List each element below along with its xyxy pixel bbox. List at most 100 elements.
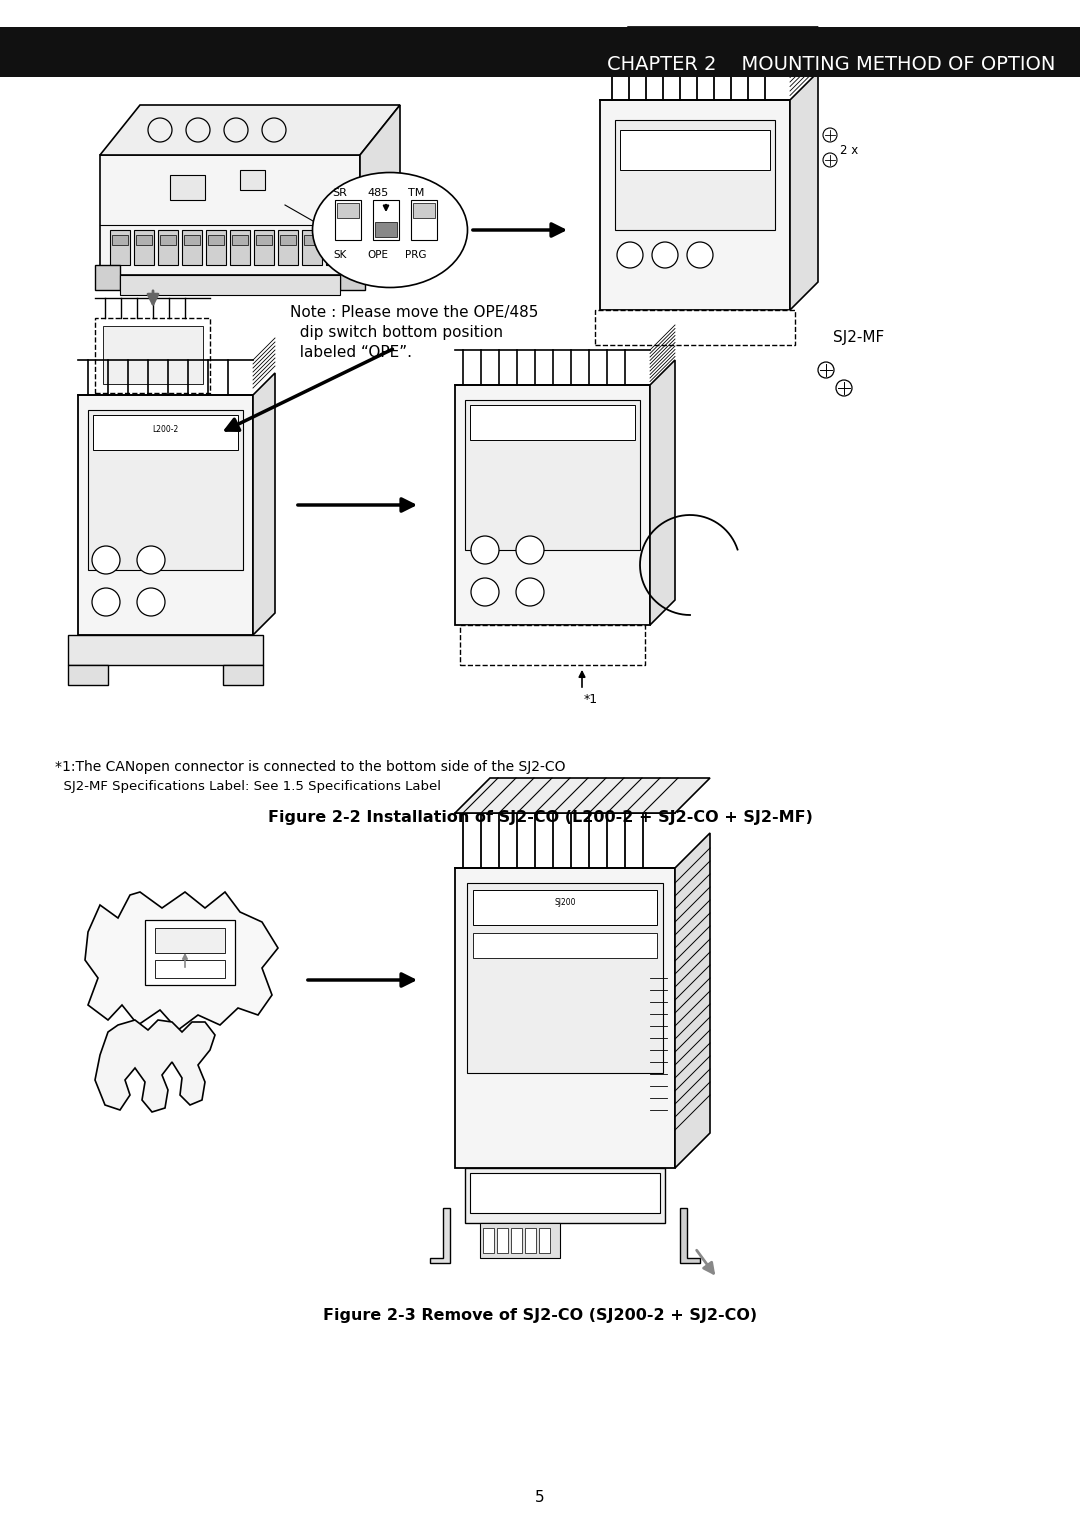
- Bar: [254, 231, 274, 264]
- Circle shape: [836, 380, 852, 396]
- Bar: [183, 231, 202, 264]
- Polygon shape: [78, 396, 253, 636]
- Circle shape: [687, 241, 713, 267]
- Bar: [160, 235, 176, 244]
- Text: SJ200: SJ200: [554, 898, 576, 908]
- Bar: [411, 200, 437, 240]
- Polygon shape: [650, 361, 675, 625]
- Bar: [326, 231, 346, 264]
- Polygon shape: [789, 72, 818, 310]
- Circle shape: [92, 588, 120, 616]
- Text: SK: SK: [334, 251, 347, 260]
- Bar: [470, 1174, 660, 1213]
- Bar: [413, 203, 435, 219]
- Text: Note : Please move the OPE/485: Note : Please move the OPE/485: [291, 306, 538, 319]
- Circle shape: [823, 128, 837, 142]
- Bar: [280, 235, 296, 244]
- Bar: [335, 200, 361, 240]
- Circle shape: [92, 545, 120, 575]
- Bar: [93, 416, 238, 451]
- Bar: [145, 920, 235, 986]
- Bar: [525, 1229, 536, 1253]
- Circle shape: [823, 153, 837, 167]
- Bar: [95, 318, 210, 393]
- Text: SJ2-MF Specifications Label: See 1.5 Specifications Label: SJ2-MF Specifications Label: See 1.5 Spe…: [55, 779, 441, 793]
- Bar: [480, 1222, 561, 1258]
- Text: Figure 2-3 Remove of SJ2-CO (SJ200-2 + SJ2-CO): Figure 2-3 Remove of SJ2-CO (SJ200-2 + S…: [323, 1308, 757, 1323]
- Bar: [0, 28, 1080, 76]
- Text: SR: SR: [333, 188, 348, 199]
- Polygon shape: [340, 264, 365, 290]
- Circle shape: [652, 241, 678, 267]
- Ellipse shape: [312, 173, 468, 287]
- Polygon shape: [68, 636, 264, 665]
- Polygon shape: [100, 105, 400, 154]
- Bar: [256, 235, 272, 244]
- Bar: [156, 927, 225, 953]
- Text: 5: 5: [536, 1490, 544, 1505]
- Bar: [470, 405, 635, 440]
- Circle shape: [262, 118, 286, 142]
- Text: Figure 2-2 Installation of SJ2-CO (L200-2 + SJ2-CO + SJ2-MF): Figure 2-2 Installation of SJ2-CO (L200-…: [268, 810, 812, 825]
- Bar: [206, 231, 226, 264]
- Bar: [373, 200, 399, 240]
- Circle shape: [137, 545, 165, 575]
- Circle shape: [516, 536, 544, 564]
- Circle shape: [137, 588, 165, 616]
- Bar: [156, 960, 225, 978]
- Bar: [375, 222, 397, 237]
- Circle shape: [148, 118, 172, 142]
- Text: PRG: PRG: [405, 251, 427, 260]
- Bar: [112, 235, 129, 244]
- Bar: [465, 400, 640, 550]
- Text: SJ2-MF: SJ2-MF: [833, 330, 885, 345]
- Bar: [240, 170, 265, 189]
- Polygon shape: [222, 665, 264, 685]
- Bar: [134, 231, 154, 264]
- Bar: [136, 235, 152, 244]
- Bar: [467, 883, 663, 1073]
- Polygon shape: [68, 665, 108, 685]
- Text: *1:The CANopen connector is connected to the bottom side of the SJ2-CO: *1:The CANopen connector is connected to…: [55, 759, 566, 775]
- Circle shape: [224, 118, 248, 142]
- Bar: [465, 1167, 665, 1222]
- Text: 2 x: 2 x: [840, 144, 859, 156]
- Polygon shape: [680, 1209, 700, 1264]
- Bar: [460, 625, 645, 665]
- Circle shape: [471, 578, 499, 607]
- Bar: [539, 1229, 550, 1253]
- Bar: [208, 235, 224, 244]
- Bar: [620, 130, 770, 170]
- Text: labeled “OPE”.: labeled “OPE”.: [291, 345, 411, 361]
- Bar: [103, 325, 203, 384]
- Circle shape: [186, 118, 210, 142]
- Circle shape: [471, 536, 499, 564]
- Bar: [278, 231, 298, 264]
- Bar: [483, 1229, 494, 1253]
- Text: *1: *1: [584, 694, 598, 706]
- Circle shape: [516, 578, 544, 607]
- Polygon shape: [253, 373, 275, 636]
- Circle shape: [617, 241, 643, 267]
- Polygon shape: [455, 868, 675, 1167]
- Bar: [328, 235, 345, 244]
- Bar: [511, 1229, 522, 1253]
- Polygon shape: [600, 28, 818, 55]
- Bar: [497, 1229, 508, 1253]
- Bar: [473, 934, 657, 958]
- Circle shape: [818, 362, 834, 377]
- Bar: [337, 203, 359, 219]
- Bar: [170, 176, 205, 200]
- Polygon shape: [95, 264, 120, 290]
- Text: CHAPTER 2    MOUNTING METHOD OF OPTION: CHAPTER 2 MOUNTING METHOD OF OPTION: [607, 55, 1055, 75]
- Polygon shape: [95, 1021, 215, 1112]
- Polygon shape: [85, 892, 278, 1030]
- Bar: [87, 410, 243, 570]
- Polygon shape: [455, 778, 710, 813]
- Polygon shape: [675, 833, 710, 1167]
- Text: 485: 485: [367, 188, 389, 199]
- Bar: [184, 235, 200, 244]
- Bar: [158, 231, 178, 264]
- Text: L200-2: L200-2: [152, 425, 178, 434]
- Text: TM: TM: [408, 188, 424, 199]
